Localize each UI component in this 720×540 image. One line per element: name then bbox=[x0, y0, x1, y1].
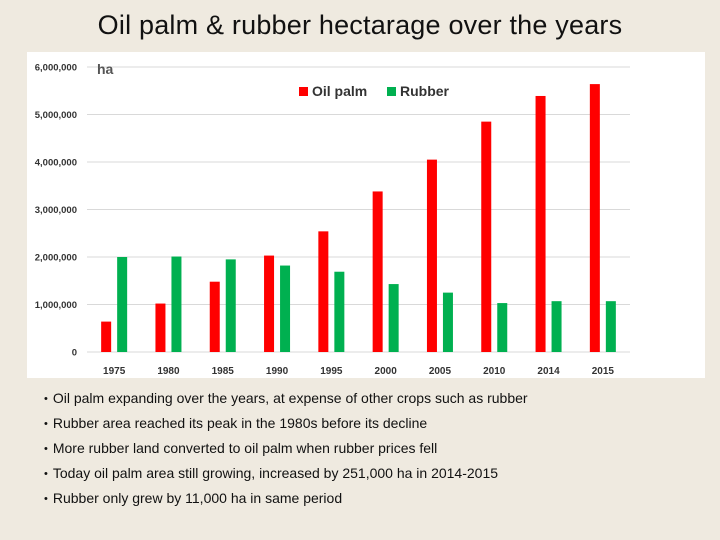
bar-rubber bbox=[442, 292, 453, 352]
legend-swatch bbox=[387, 87, 396, 96]
bar-oil-palm bbox=[481, 121, 492, 352]
y-tick-label: 4,000,000 bbox=[35, 158, 77, 169]
legend-label: Rubber bbox=[400, 83, 450, 99]
y-tick-label: 6,000,000 bbox=[35, 63, 77, 74]
bar-rubber bbox=[171, 256, 182, 352]
x-tick-label: 1990 bbox=[266, 366, 289, 377]
x-tick-label: 2000 bbox=[375, 366, 398, 377]
bar-oil-palm bbox=[101, 321, 112, 352]
unit-label: ha bbox=[97, 61, 114, 77]
bar-oil-palm bbox=[155, 303, 166, 352]
y-tick-label: 2,000,000 bbox=[35, 253, 77, 264]
x-tick-label: 2015 bbox=[592, 366, 615, 377]
bar-rubber bbox=[497, 303, 508, 352]
x-tick-label: 2005 bbox=[429, 366, 452, 377]
x-tick-label: 2014 bbox=[537, 366, 560, 377]
x-tick-label: 1995 bbox=[320, 366, 343, 377]
x-tick-label: 1985 bbox=[212, 366, 235, 377]
y-tick-label: 3,000,000 bbox=[35, 205, 77, 216]
y-tick-label: 1,000,000 bbox=[35, 300, 77, 311]
slide-title: Oil palm & rubber hectarage over the yea… bbox=[97, 10, 623, 40]
legend-swatch bbox=[299, 87, 308, 96]
x-tick-label: 1980 bbox=[157, 366, 180, 377]
bullet-item: Rubber only grew by 11,000 ha in same pe… bbox=[44, 488, 694, 513]
bar-oil-palm bbox=[426, 159, 437, 352]
x-tick-label: 1975 bbox=[103, 366, 126, 377]
legend-label: Oil palm bbox=[312, 83, 367, 99]
bar-oil-palm bbox=[372, 191, 383, 352]
bar-oil-palm bbox=[264, 255, 275, 352]
bar-oil-palm bbox=[318, 231, 329, 352]
bar-oil-palm bbox=[535, 95, 546, 352]
bar-rubber bbox=[280, 265, 291, 352]
bar-rubber bbox=[605, 301, 616, 352]
bar-oil-palm bbox=[589, 84, 600, 352]
y-tick-label: 0 bbox=[72, 348, 77, 359]
bar-rubber bbox=[551, 301, 562, 352]
bullet-item: More rubber land converted to oil palm w… bbox=[44, 438, 694, 463]
chart-panel: 0 1,000,000 2,000,000 3,000,000 4,000,000 5,0… bbox=[27, 52, 705, 378]
y-tick-label: 5,000,000 bbox=[35, 110, 77, 121]
x-tick-label: 2010 bbox=[483, 366, 506, 377]
bullet-item: Today oil palm area still growing, incre… bbox=[44, 463, 694, 488]
bullet-item: Oil palm expanding over the years, at ex… bbox=[44, 388, 694, 413]
bar-oil-palm bbox=[209, 281, 220, 352]
bar-rubber bbox=[334, 271, 345, 352]
bar-chart: 0 1,000,000 2,000,000 3,000,000 4,000,000 5,0… bbox=[35, 61, 630, 377]
bullet-item: Rubber area reached its peak in the 1980… bbox=[44, 413, 694, 438]
bullet-list: Oil palm expanding over the years, at ex… bbox=[44, 388, 694, 513]
bar-rubber bbox=[225, 259, 236, 352]
bar-rubber bbox=[388, 284, 399, 352]
bar-rubber bbox=[117, 257, 128, 352]
